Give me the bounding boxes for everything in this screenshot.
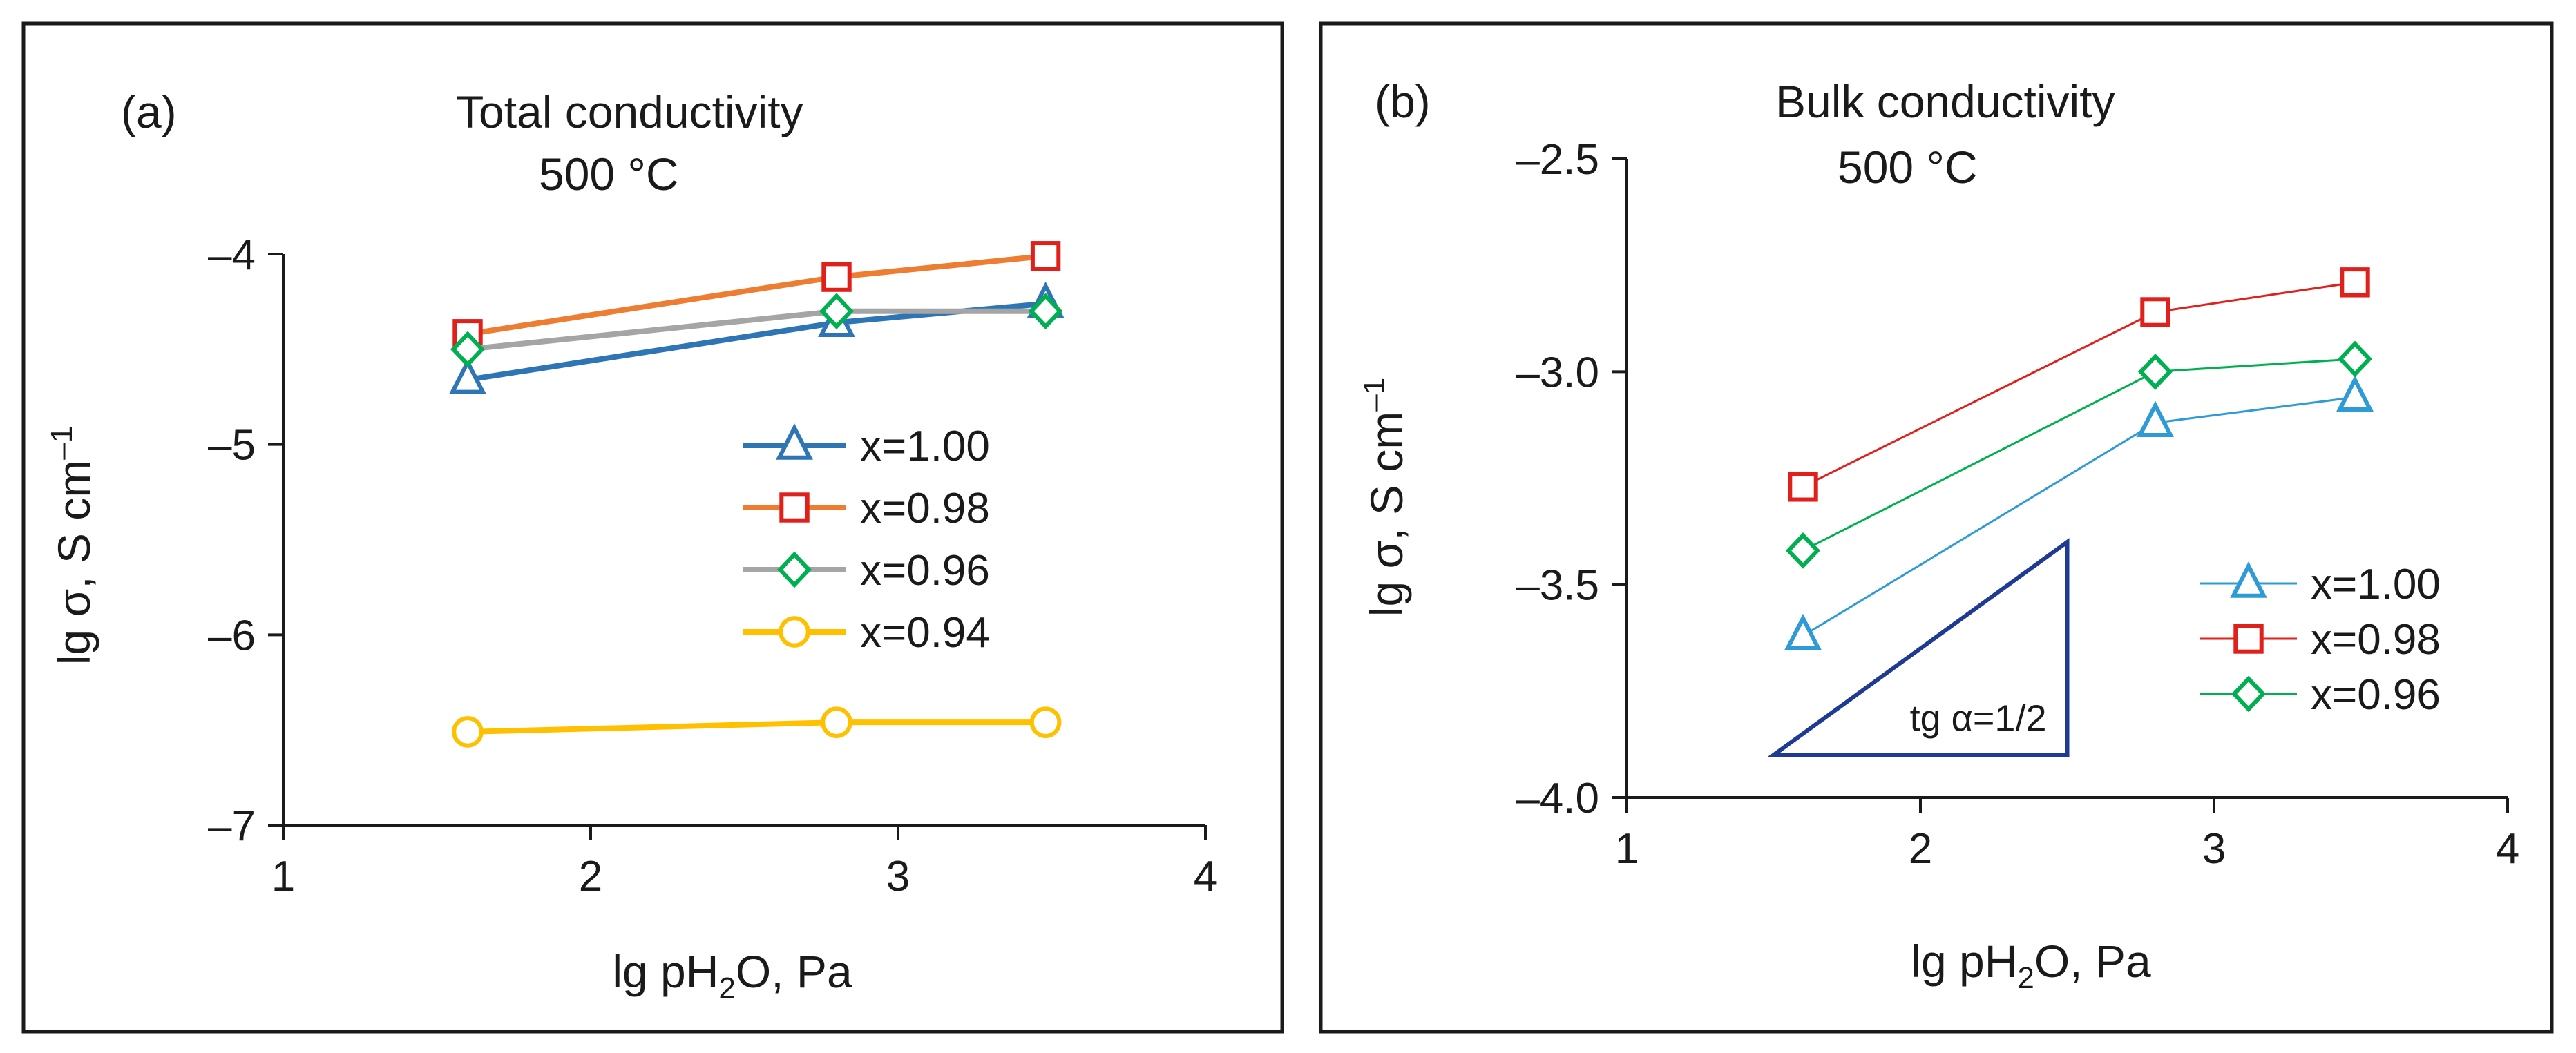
chart-a-point-2-0 [450,331,486,368]
chart-b-point-2-0 [1785,532,1821,569]
chart-b-xtick-label: 4 [2496,825,2519,873]
chart-b-series-line-1 [1802,281,2356,488]
chart-a-subtitle: 500 °C [539,148,679,200]
chart-a-xtick-label: 3 [886,853,910,900]
chart-b-point-1-1 [2140,297,2170,327]
chart-a-point-3-0 [452,716,484,748]
chart-b-legend-marker-2 [2231,675,2267,713]
chart-a-series-line-1 [467,253,1046,337]
panel-b-frame [1319,21,2554,1034]
chart-a-legend-marker-0 [776,423,813,460]
chart-b-point-0-1 [2137,400,2174,438]
chart-b-subtitle: 500 °C [1838,142,1978,193]
chart-b-point-0-2 [2336,375,2374,412]
chart-b-ytick-label: –4.0 [1516,775,1599,822]
chart-a-xtick-label: 1 [271,853,295,900]
chart-a-point-3-1 [821,706,852,738]
chart-b-xlabel: lg pH2O, Pa [1911,936,2151,995]
chart-a-legend-label-3: x=0.94 [860,609,990,657]
chart-b-ytick-label: –3.0 [1516,349,1599,396]
chart-a-xlabel: lg pH2O, Pa [612,946,852,1005]
chart-b-ytick-label: –2.5 [1516,136,1599,184]
chart-a-legend-label-0: x=1.00 [860,423,990,470]
chart-a-point-2-2 [1028,293,1063,330]
chart-a-xtick-label: 4 [1194,853,1217,900]
chart-b-xtick-label: 1 [1615,825,1639,873]
chart-b-point-1-2 [2340,267,2370,298]
chart-b-series-line-2 [1802,358,2356,552]
chart-a-ytick-label: –7 [208,802,256,850]
chart-b-slope-label: tg α=1/2 [1910,697,2047,739]
chart-a-point-1-1 [821,262,852,292]
chart-b-series-line-0 [1802,396,2356,637]
chart-a-point-0-0 [449,358,486,394]
chart-a-series-line-2 [467,308,1046,352]
chart-b-point-0-0 [1784,613,1822,650]
chart-b: (b) Bulk conductivity 500 °C tg α=1/2 –4… [1357,76,2519,995]
chart-b-point-1-0 [1788,472,1818,502]
chart-a-ytick-label: –6 [208,612,256,659]
chart-a-xtick-label: 2 [579,853,602,900]
chart-a-ytick-label: –4 [208,231,256,279]
panel-b-label: (b) [1375,76,1431,127]
chart-a-legend-marker-2 [776,551,812,588]
chart-a-point-3-2 [1029,706,1062,738]
chart-a-legend-marker-3 [779,616,810,648]
chart-a-ylabel: lg σ, S cm–1 [45,426,99,665]
chart-a-point-2-1 [819,293,855,330]
panel-a-label: (a) [121,86,177,137]
chart-b-legend-marker-1 [2233,624,2264,654]
chart-b-point-2-1 [2137,353,2173,390]
chart-a-title: Total conductivity [456,86,803,137]
chart-b-slope-triangle [1767,538,2070,757]
chart-a-legend-label-1: x=0.98 [860,485,990,532]
chart-b-title: Bulk conductivity [1775,76,2115,127]
chart-b-xtick-label: 3 [2202,825,2226,873]
chart-a-legend-label-2: x=0.96 [860,547,990,595]
chart-b-legend-label-0: x=1.00 [2311,561,2441,608]
chart-a: (a) Total conductivity 500 °C –7 –6 –5 –4 1 2… [45,86,1217,1005]
chart-b-legend-marker-0 [2230,561,2267,598]
chart-b-ylabel: lg σ, S cm–1 [1357,378,1412,617]
panel-a-frame [21,21,1284,1034]
chart-a-legend-marker-1 [779,492,810,523]
chart-a-ytick-label: –5 [208,422,256,470]
chart-a-series-line-3 [467,719,1046,735]
chart-b-xtick-label: 2 [1909,825,1932,873]
chart-b-legend-label-1: x=0.98 [2311,616,2441,664]
chart-a-point-1-2 [1030,241,1061,271]
chart-b-legend-label-2: x=0.96 [2311,671,2441,719]
chart-b-point-2-2 [2337,340,2373,378]
chart-b-ytick-label: –3.5 [1516,562,1599,610]
